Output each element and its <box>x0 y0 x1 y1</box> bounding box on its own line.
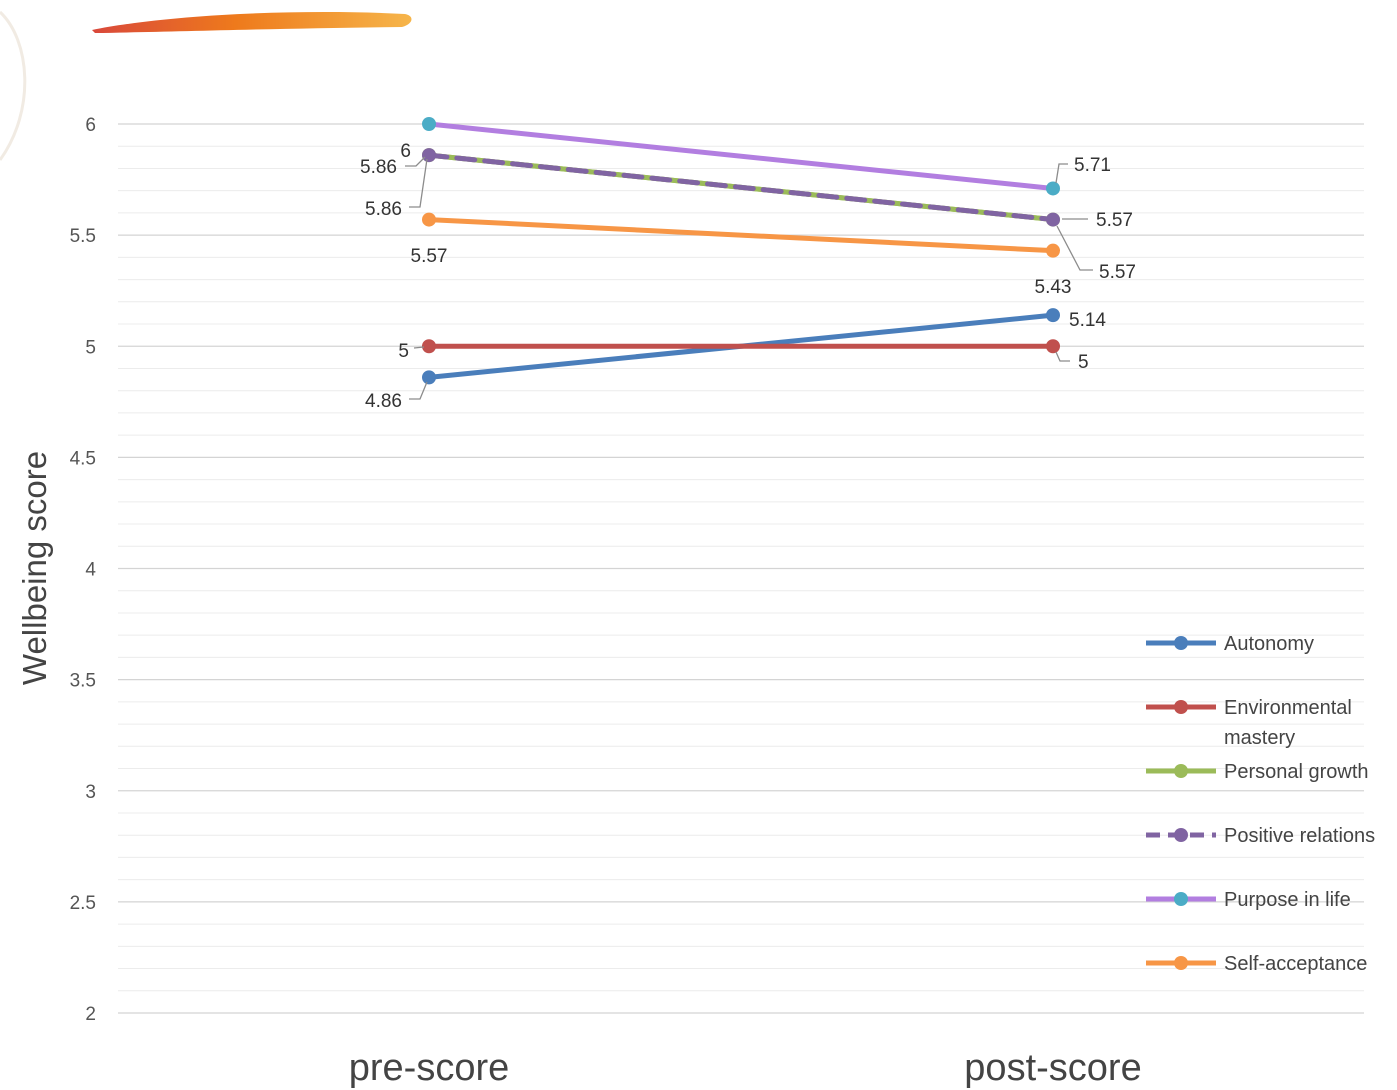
data-point <box>422 370 436 385</box>
leader-line <box>409 381 428 400</box>
data-label: 5.86 <box>365 199 402 220</box>
y-axis: 2 2.5 3 3.5 4 4.5 5 5.5 6 Wellbeing score pre-scor… <box>16 115 1142 1089</box>
y-tick-label: 5.5 <box>70 226 96 247</box>
legend-marker <box>1174 764 1188 778</box>
data-label: 5.57 <box>1099 262 1136 283</box>
legend-label: Personal growth <box>1224 761 1369 783</box>
leader-line <box>1055 351 1070 362</box>
data-point <box>422 148 436 163</box>
legend-label: Autonomy <box>1224 633 1314 655</box>
legend-label: mastery <box>1224 727 1295 749</box>
decorative-arc <box>0 10 27 161</box>
legend-label: Environmental <box>1224 697 1352 719</box>
y-tick-label: 4 <box>85 560 96 581</box>
legend-label: Self-acceptance <box>1224 953 1367 975</box>
data-label: 5.86 <box>360 157 397 178</box>
grid-lines <box>118 123 1364 1014</box>
y-tick-label: 6 <box>85 115 96 136</box>
data-point <box>1046 181 1060 196</box>
data-label: 6 <box>400 141 411 162</box>
series-line <box>426 152 1056 223</box>
leader-line <box>1056 225 1093 271</box>
y-tick-label: 5 <box>85 337 96 358</box>
data-point <box>422 212 436 227</box>
legend: Autonomy Environmental mastery Personal gro… <box>1146 633 1375 975</box>
series-environmental-mastery <box>422 339 1060 354</box>
x-category-label: pre-score <box>349 1047 510 1089</box>
data-point <box>422 117 436 131</box>
data-point <box>422 339 436 354</box>
data-label: 4.86 <box>365 391 402 412</box>
series-line <box>426 121 1056 191</box>
y-tick-label: 3.5 <box>70 671 96 692</box>
data-label: 5.43 <box>1035 277 1072 298</box>
y-axis-label: Wellbeing score <box>16 451 53 685</box>
leader-line <box>409 158 428 208</box>
legend-item-autonomy: Autonomy <box>1146 633 1314 655</box>
legend-marker <box>1174 828 1188 842</box>
legend-item-purpose-in-life: Purpose in life <box>1146 889 1351 911</box>
data-labels: 4.86 5.14 5 5 5.86 5.57 5.86 5.57 6 5.71 5.57 5.43 <box>360 141 1136 412</box>
data-point <box>1046 308 1060 323</box>
series-purpose-in-life <box>422 117 1060 196</box>
legend-label: Positive relations <box>1224 825 1375 847</box>
legend-item-positive-relations: Positive relations <box>1146 825 1375 847</box>
y-tick-label: 4.5 <box>70 448 96 469</box>
legend-marker <box>1174 956 1188 970</box>
legend-marker <box>1174 892 1188 906</box>
y-tick-label: 2.5 <box>70 893 96 914</box>
leader-line <box>1055 163 1068 184</box>
decorative-brush-stroke <box>92 11 412 33</box>
data-label: 5 <box>398 341 409 362</box>
data-point <box>1046 339 1060 354</box>
data-label: 5.57 <box>411 246 448 267</box>
data-label: 5.71 <box>1074 155 1111 176</box>
series-positive-relations <box>422 148 1060 227</box>
data-label: 5.14 <box>1069 310 1106 331</box>
legend-marker <box>1174 700 1188 714</box>
data-label: 5 <box>1078 352 1089 373</box>
legend-item-self-acceptance: Self-acceptance <box>1146 953 1367 975</box>
series-line <box>426 217 1056 254</box>
legend-label: Purpose in life <box>1224 889 1351 911</box>
y-tick-label: 2 <box>85 1004 96 1025</box>
x-category-label: post-score <box>964 1047 1141 1089</box>
leader-line <box>405 156 426 167</box>
leader-line <box>413 346 425 349</box>
data-point <box>1046 212 1060 227</box>
label-leader-lines <box>405 156 1093 400</box>
data-point <box>1046 243 1060 258</box>
legend-item-environmental-mastery: Environmental mastery <box>1146 697 1352 749</box>
data-label: 5.57 <box>1096 210 1133 231</box>
legend-item-personal-growth: Personal growth <box>1146 761 1369 783</box>
legend-marker <box>1174 636 1188 650</box>
y-tick-label: 3 <box>85 782 96 803</box>
series-self-acceptance <box>422 212 1060 258</box>
series-lines <box>422 117 1060 385</box>
